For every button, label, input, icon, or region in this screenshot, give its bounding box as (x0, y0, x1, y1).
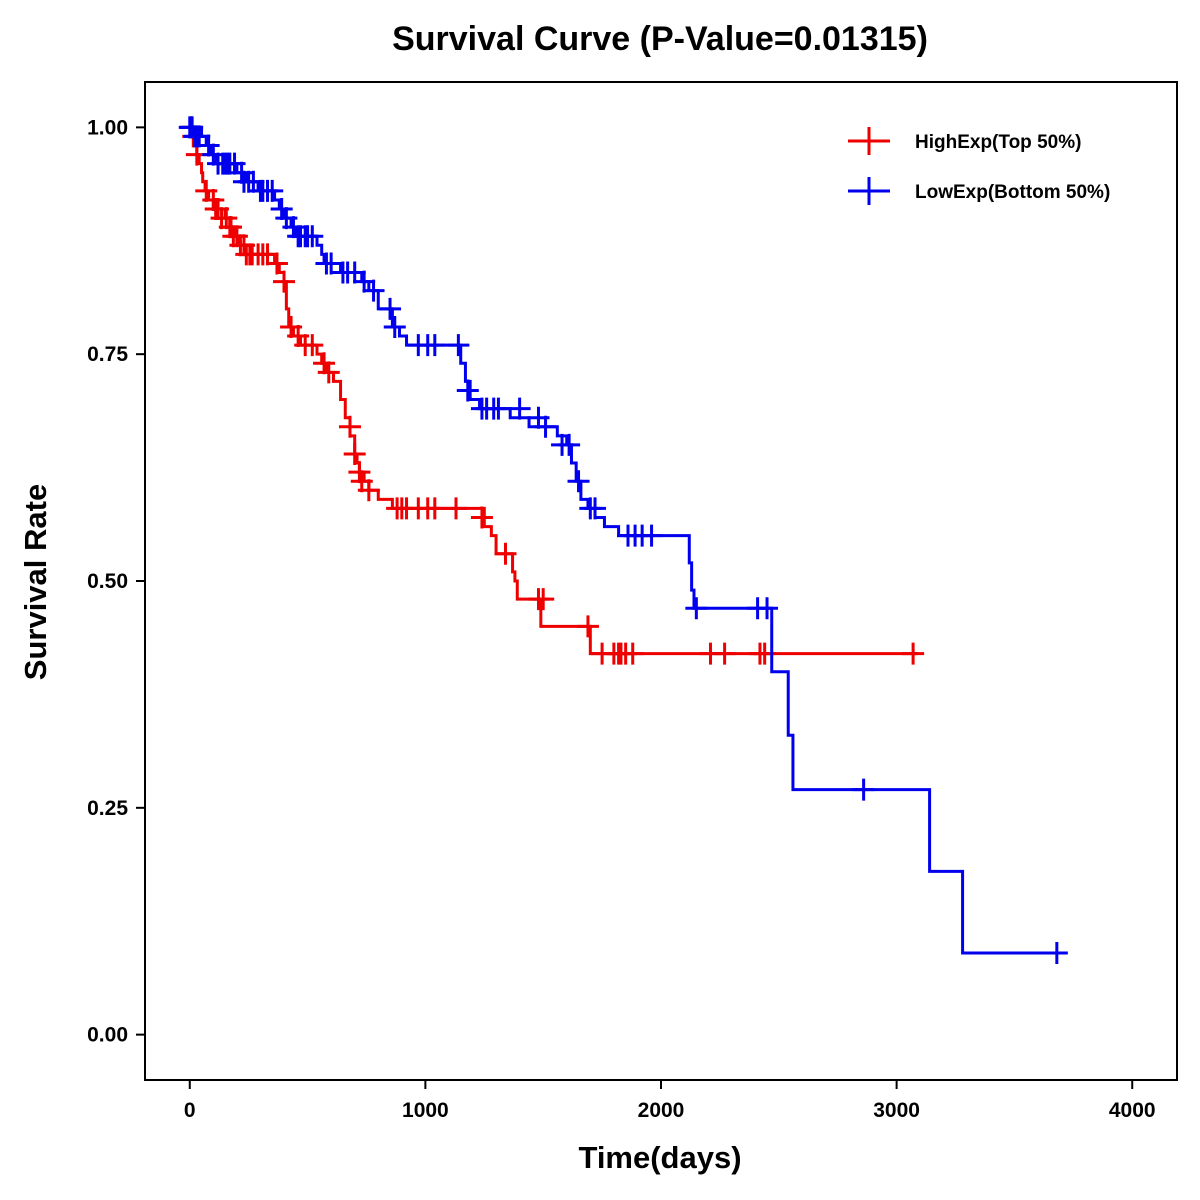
censor-mark (713, 642, 736, 665)
censor-mark (379, 297, 402, 320)
censor-mark (584, 497, 607, 520)
x-axis-label: Time(days) (578, 1140, 741, 1175)
censor-mark (256, 243, 279, 266)
censor-mark (685, 597, 708, 620)
censor-mark (1045, 941, 1068, 964)
censor-mark (338, 415, 361, 438)
censor-mark (445, 497, 468, 520)
censor-mark (423, 334, 446, 357)
censor-mark (423, 497, 446, 520)
series-0 (179, 116, 925, 665)
legend-label-lowexp: LowExp(Bottom 50%) (915, 182, 1110, 203)
y-axis-label: Survival Rate (18, 484, 53, 680)
x-tick-label: 1000 (402, 1099, 449, 1122)
censor-mark (470, 506, 493, 529)
censor-mark (202, 188, 225, 211)
censor-mark (508, 397, 531, 420)
censor-mark (270, 198, 293, 221)
censor-mark (301, 225, 324, 248)
censor-mark (348, 461, 371, 484)
censor-mark (756, 597, 779, 620)
series-layer (178, 116, 1068, 964)
censor-mark (215, 207, 238, 230)
censor-mark (188, 125, 211, 148)
censor-mark (320, 252, 343, 275)
censor-mark (621, 642, 644, 665)
censor-mark (317, 361, 340, 384)
survival-curve-1 (189, 125, 1062, 955)
censor-mark (852, 778, 875, 801)
censor-mark (640, 524, 663, 547)
censor-mark (576, 615, 599, 638)
y-tick-label: 0.00 (87, 1024, 128, 1047)
censor-mark (357, 479, 380, 502)
y-tick-label: 0.75 (87, 343, 128, 366)
survival-curve-0 (189, 125, 918, 656)
y-tick-label: 0.25 (87, 797, 128, 820)
x-tick-label: 3000 (873, 1099, 920, 1122)
censor-mark (343, 442, 366, 465)
censor-mark (273, 270, 296, 293)
censor-mark (534, 415, 557, 438)
censor-mark (383, 315, 406, 338)
y-tick-label: 0.50 (87, 570, 128, 593)
x-axis: 0 1000 2000 3000 4000 (184, 1080, 1156, 1122)
censor-mark (456, 379, 479, 402)
x-tick-label: 2000 (638, 1099, 685, 1122)
censor-mark (301, 334, 324, 357)
series-1 (178, 116, 1068, 964)
censor-mark (261, 179, 284, 202)
censor-mark (494, 542, 517, 565)
y-tick-label: 1.00 (87, 116, 128, 139)
chart-legend: HighExp(Top 50%) LowExp(Bottom 50%) (848, 127, 1110, 205)
censor-mark (343, 261, 366, 284)
censor-mark (902, 642, 925, 665)
chart-title: Survival Curve (P-Value=0.01315) (392, 20, 928, 58)
censor-mark (487, 397, 510, 420)
censor-mark (202, 143, 225, 166)
y-axis: 0.00 0.25 0.50 0.75 1.00 (87, 116, 145, 1047)
x-tick-label: 4000 (1109, 1099, 1156, 1122)
censor-mark (447, 334, 470, 357)
censor-mark (197, 134, 220, 157)
censor-mark (313, 352, 336, 375)
censor-mark (532, 588, 555, 611)
censor-mark (265, 252, 288, 275)
legend-label-highexp: HighExp(Top 50%) (915, 132, 1081, 153)
censor-mark (362, 279, 385, 302)
x-tick-label: 0 (184, 1099, 196, 1122)
censor-mark (567, 470, 590, 493)
censor-mark (353, 270, 376, 293)
censor-mark (558, 433, 581, 456)
